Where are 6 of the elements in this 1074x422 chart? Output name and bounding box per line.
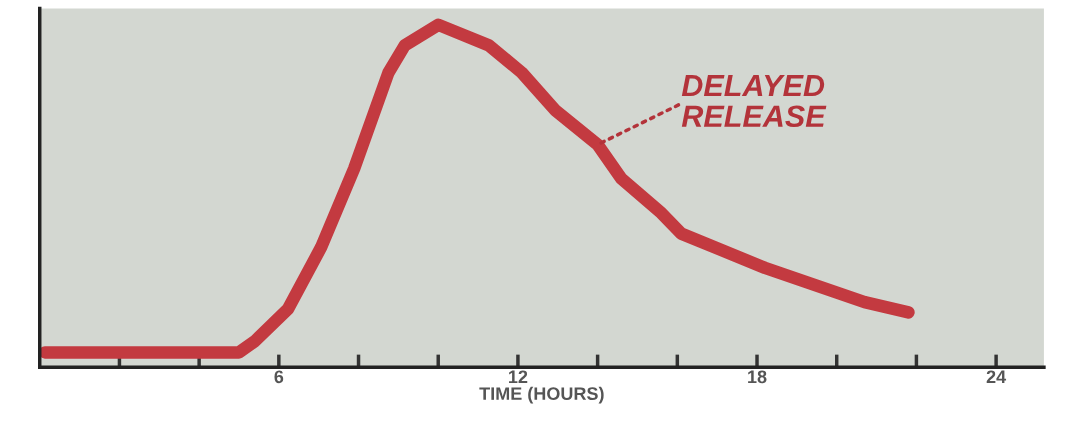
- x-tick-label: 18: [748, 370, 767, 384]
- x-tick-label: 12: [509, 370, 528, 383]
- x-tick-label: 6: [274, 370, 284, 384]
- x-tick-label: 24: [986, 370, 1007, 383]
- x-axis-title: TIME (HOURS): [479, 386, 604, 404]
- annotation: DELAYED RELEASE: [681, 75, 827, 128]
